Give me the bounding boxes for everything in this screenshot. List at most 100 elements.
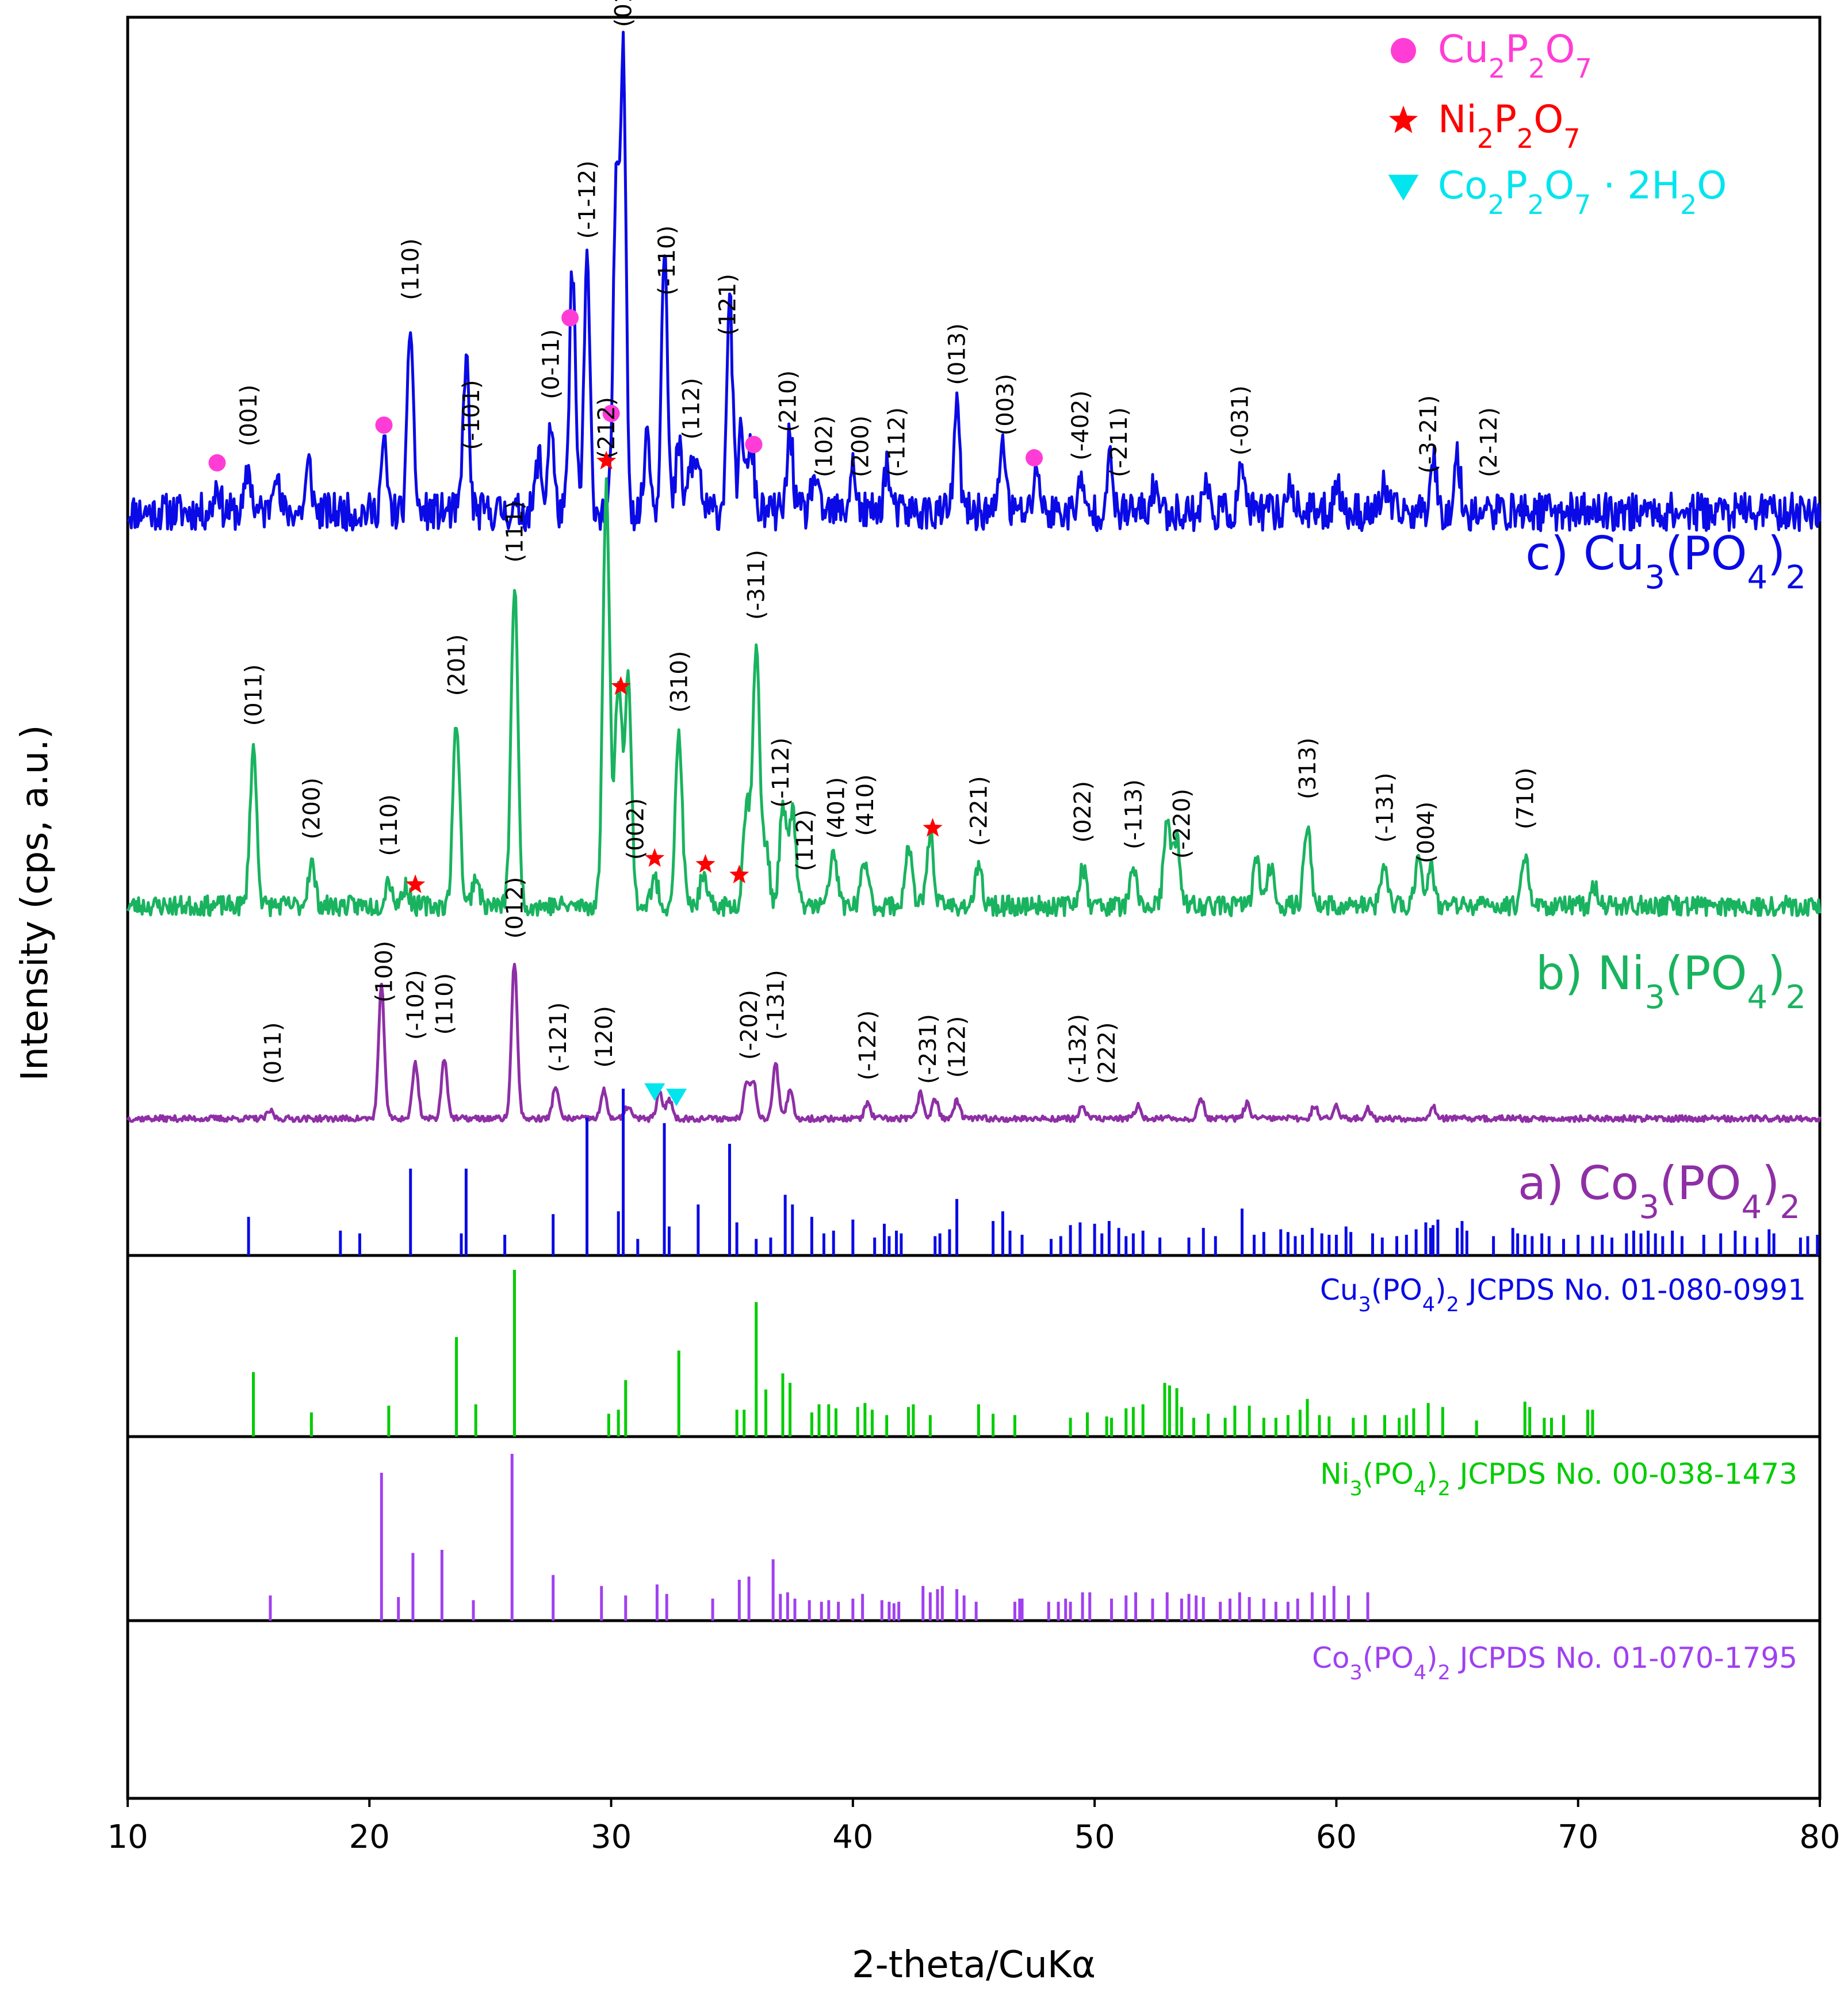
hkl-label: (-112)	[884, 407, 910, 477]
hkl-label: (110)	[432, 973, 458, 1035]
phase-marker-star	[923, 818, 943, 837]
x-axis-label: 2-theta/CuKα	[852, 1944, 1096, 1986]
hkl-label: (-220)	[1169, 788, 1195, 859]
series-group: (011) (200) (110) (201) (111) (212) (002) (310)…	[126, 397, 1822, 1016]
reference-pattern: Cu3(PO4)2 JCPDS No. 01-080-0991	[247, 1089, 1819, 1316]
hkl-label: (-113)	[1120, 779, 1147, 849]
hkl-label: (121)	[714, 274, 741, 336]
hkl-label: (004)	[1413, 802, 1440, 864]
hkl-label: (-131)	[1372, 772, 1399, 843]
hkl-label: (310)	[666, 651, 692, 713]
y-axis-label: Intensity (cps, a.u.)	[14, 725, 56, 1081]
phase-marker-star	[645, 848, 665, 867]
hkl-label: (022)	[1070, 781, 1096, 843]
x-axis: 10 20 30 40 50 60 70 80	[107, 1798, 1841, 1856]
hkl-label: (313)	[1295, 737, 1321, 799]
reference-label: Co3(PO4)2 JCPDS No. 01-070-1795	[1312, 1641, 1797, 1684]
legend-label: Ni2P2O7	[1438, 97, 1581, 154]
hkl-label: (210)	[775, 370, 801, 432]
hkl-label: (012)	[502, 877, 529, 939]
hkl-label: (-221)	[966, 776, 992, 846]
hkl-label: (100)	[372, 941, 398, 1003]
x-tick-label: 50	[1074, 1818, 1115, 1856]
phase-marker-star	[729, 864, 749, 883]
hkl-label: (-402)	[1068, 390, 1094, 461]
hkl-label: (-311)	[744, 550, 770, 620]
series-line	[126, 963, 1822, 1123]
hkl-label: (012)	[611, 0, 637, 27]
hkl-label: (410)	[852, 774, 879, 836]
series-group: (011) (100) (-102) (110) (012) (-121) (120) (-2…	[126, 877, 1822, 1226]
hkl-label: (-101)	[458, 380, 485, 450]
hkl-label: (011)	[241, 664, 267, 726]
phase-marker-star	[695, 854, 716, 873]
hkl-label: (-122)	[855, 1010, 881, 1081]
phase-marker-star	[405, 874, 426, 893]
phase-marker-circle	[208, 454, 226, 472]
hkl-label: (-121)	[545, 1002, 572, 1073]
x-tick-label: 20	[349, 1818, 390, 1856]
reference-pattern: Co3(PO4)2 JCPDS No. 01-070-1795	[269, 1454, 1797, 1684]
hkl-label: (110)	[398, 238, 424, 300]
phase-marker-circle	[375, 416, 393, 434]
reference-sticks: Cu3(PO4)2 JCPDS No. 01-080-0991 Ni3(PO4)2…	[247, 1089, 1819, 1684]
phase-marker-circle	[745, 435, 763, 453]
hkl-label: (112)	[792, 809, 818, 871]
hkl-label: (212)	[594, 397, 620, 459]
phase-marker-triangle-down	[644, 1083, 665, 1101]
hkl-label: (122)	[944, 1016, 971, 1078]
hkl-label: (-102)	[403, 970, 429, 1040]
phase-marker-circle	[561, 309, 579, 327]
phase-marker-circle	[602, 404, 620, 422]
sample-traces: (001) (110) (-101) (0-11) (-1-12) (012) (-110)…	[126, 0, 1822, 1226]
phase-marker-star	[596, 450, 617, 470]
phase-marker-star	[611, 676, 631, 695]
hkl-label: (-031)	[1227, 385, 1253, 455]
hkl-label: (-110)	[654, 225, 680, 296]
reference-label: Cu3(PO4)2 JCPDS No. 01-080-0991	[1320, 1273, 1806, 1316]
series-label: c) Cu3(PO4)2	[1525, 527, 1806, 596]
legend-marker-circle	[1391, 38, 1416, 63]
hkl-label: (110)	[376, 794, 403, 856]
hkl-label: (-1-12)	[575, 160, 601, 239]
hkl-label: (-131)	[763, 970, 789, 1040]
hkl-label: (0-11)	[538, 329, 565, 399]
hkl-label: (001)	[236, 385, 262, 447]
hkl-label: (112)	[678, 378, 705, 440]
hkl-label: (-132)	[1065, 1014, 1092, 1084]
hkl-label: (102)	[811, 415, 837, 477]
x-tick-label: 60	[1316, 1818, 1357, 1856]
x-tick-label: 70	[1558, 1818, 1598, 1856]
series-label: b) Ni3(PO4)2	[1536, 947, 1806, 1016]
hkl-label: (-202)	[736, 990, 763, 1060]
hkl-label: (-3-21)	[1415, 395, 1442, 473]
hkl-label: (011)	[260, 1022, 286, 1084]
hkl-label: (710)	[1512, 768, 1539, 830]
x-tick-label: 40	[832, 1818, 873, 1856]
hkl-label: (200)	[848, 415, 874, 477]
hkl-label: (-112)	[768, 737, 794, 807]
hkl-label: (200)	[299, 778, 325, 840]
hkl-label: (120)	[591, 1006, 618, 1068]
hkl-label: (-211)	[1106, 407, 1132, 477]
hkl-label: (013)	[944, 323, 971, 385]
x-tick-label: 30	[591, 1818, 632, 1856]
series-line	[127, 30, 1822, 533]
hkl-label: (222)	[1094, 1022, 1120, 1084]
legend-marker-triangle-down	[1388, 174, 1419, 201]
reference-label: Ni3(PO4)2 JCPDS No. 00-038-1473	[1320, 1457, 1797, 1500]
x-tick-label: 80	[1799, 1818, 1840, 1856]
legend-label: Cu2P2O7	[1438, 27, 1592, 84]
hkl-label: (111)	[502, 501, 529, 563]
legend-marker-star	[1388, 105, 1418, 133]
series-line	[126, 477, 1822, 917]
hkl-label: (201)	[444, 634, 470, 696]
legend: Cu2P2O7 Ni2P2O7 Co2P2O7 · 2H2O	[1388, 27, 1727, 220]
reference-pattern: Ni3(PO4)2 JCPDS No. 00-038-1473	[252, 1270, 1797, 1500]
x-tick-label: 10	[107, 1818, 148, 1856]
legend-label: Co2P2O7 · 2H2O	[1438, 163, 1727, 220]
phase-marker-triangle-down	[666, 1089, 687, 1106]
hkl-label: (002)	[623, 798, 649, 860]
phase-marker-circle	[1026, 449, 1043, 467]
hkl-label: (-231)	[915, 1014, 942, 1084]
